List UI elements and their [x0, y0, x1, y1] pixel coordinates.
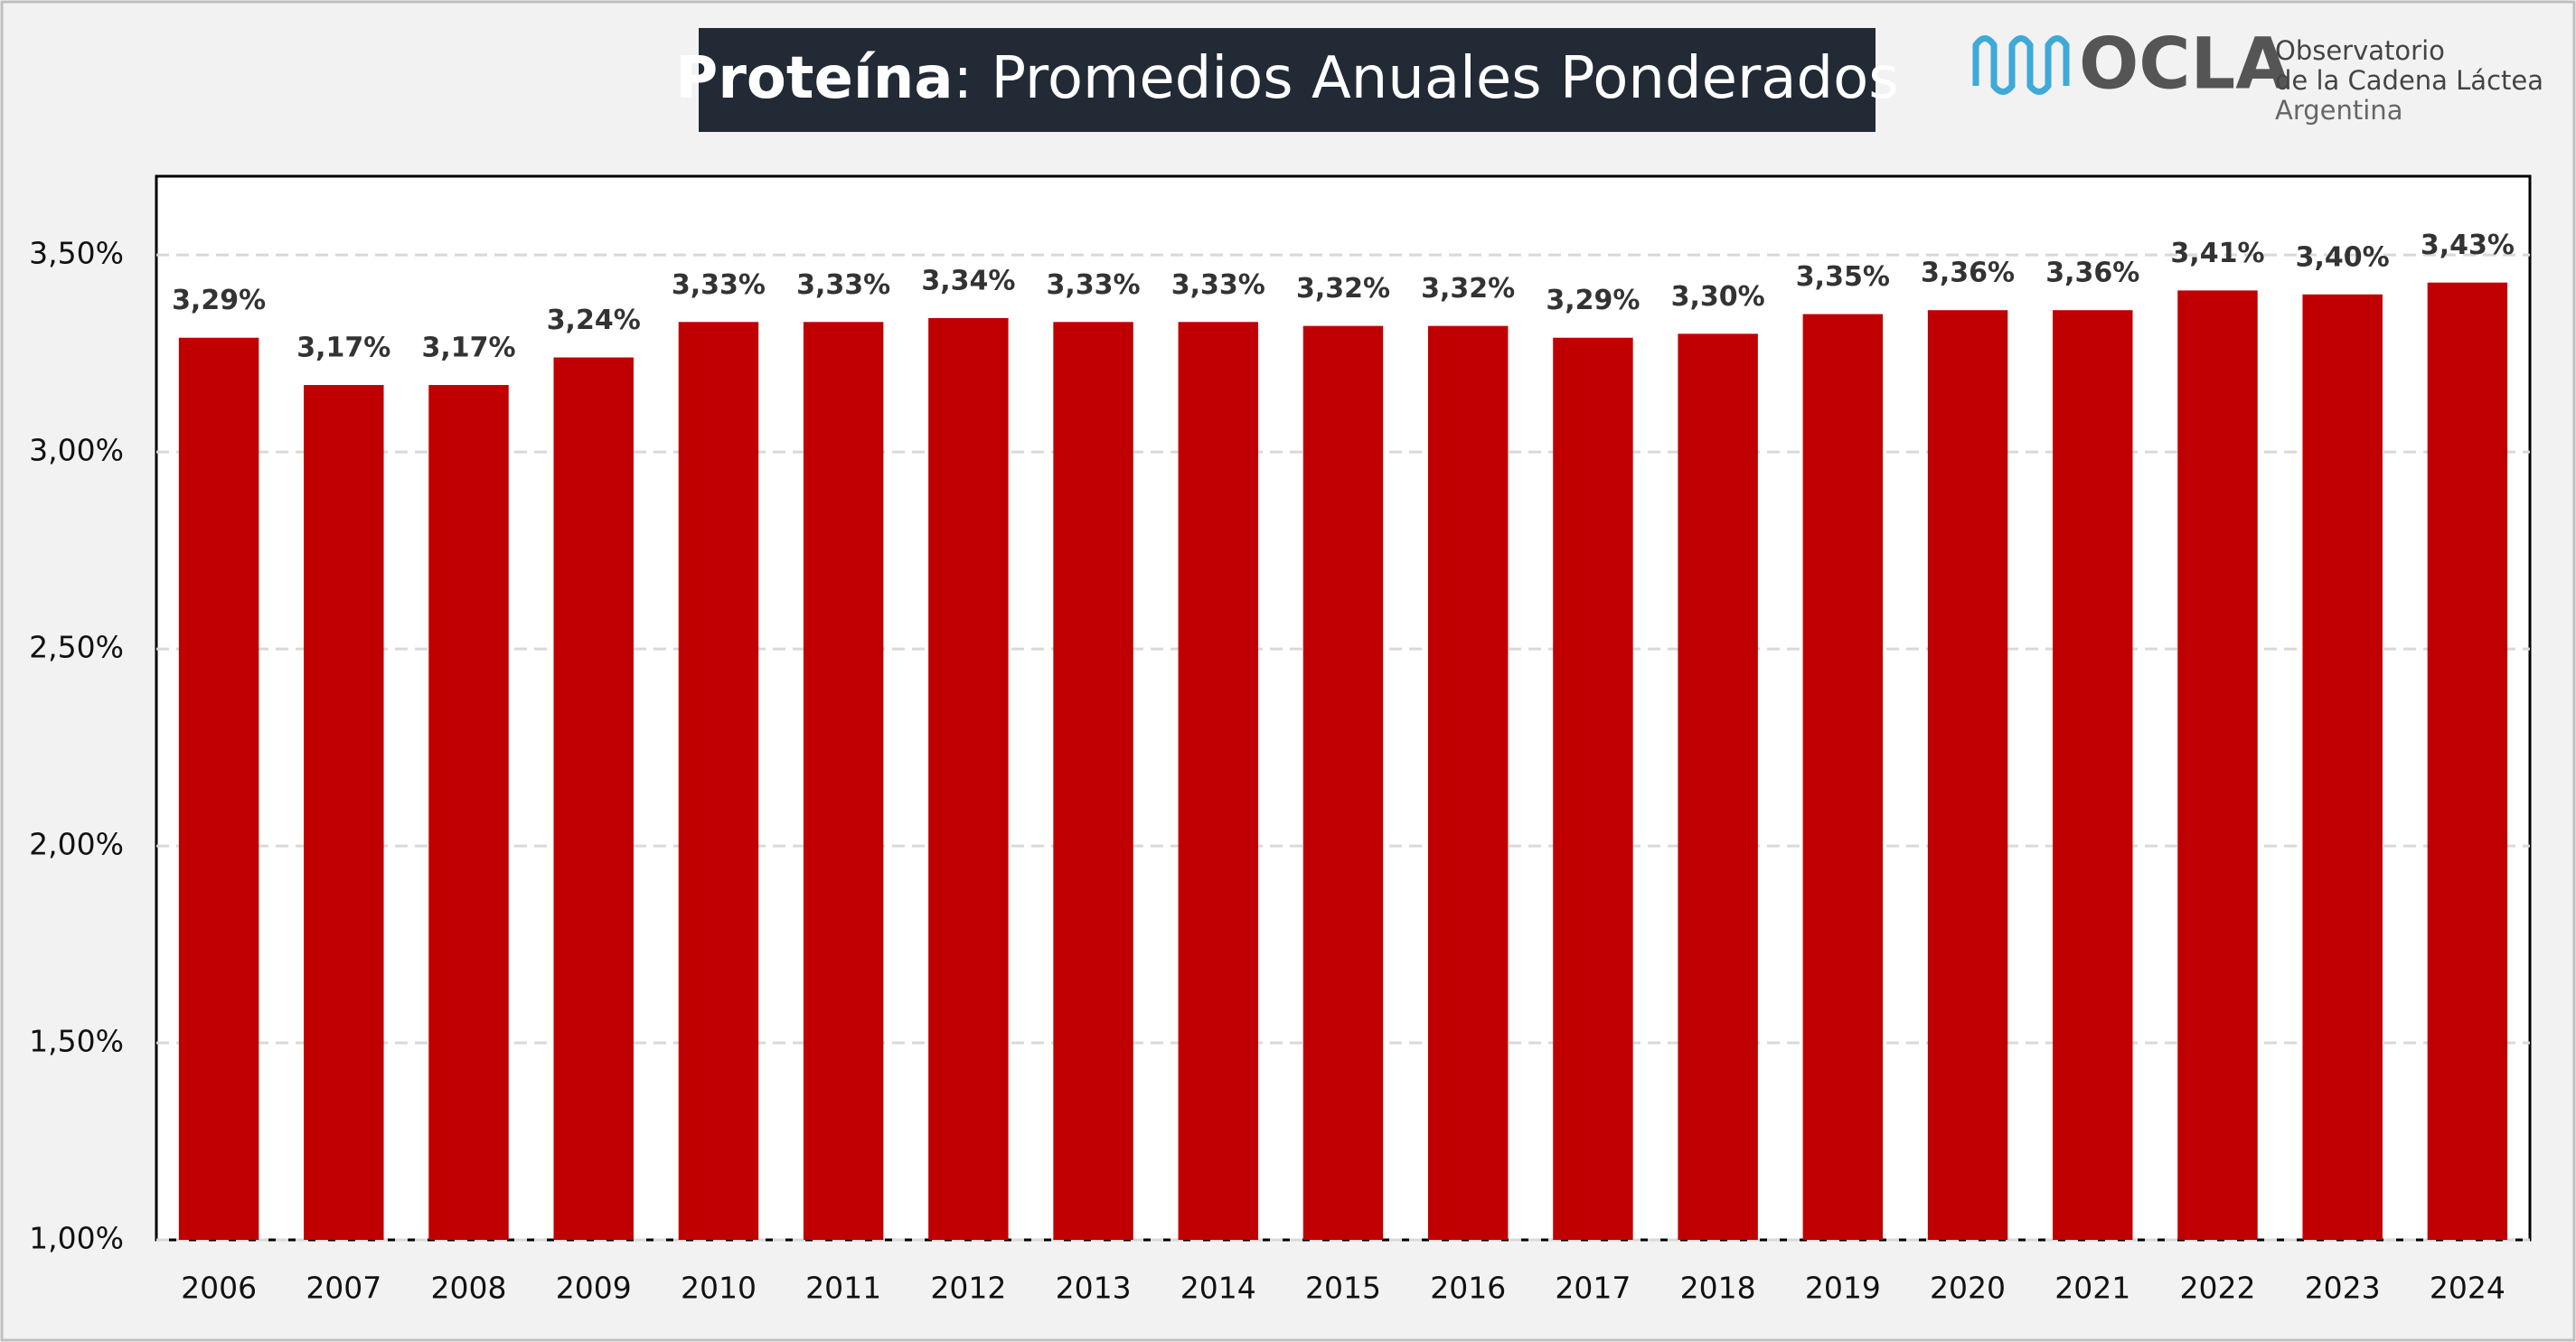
- value-label: 3,17%: [421, 333, 515, 364]
- value-label: 3,43%: [2421, 230, 2515, 261]
- value-label: 3,35%: [1796, 261, 1890, 293]
- bar: [2427, 282, 2508, 1241]
- bar: [1302, 325, 1384, 1240]
- value-label: 3,36%: [1921, 258, 2015, 289]
- x-tick-label: 2017: [1555, 1271, 1631, 1306]
- bar: [1927, 310, 2008, 1240]
- value-label: 3,34%: [921, 265, 1015, 296]
- x-tick-label: 2023: [2305, 1271, 2381, 1306]
- y-tick-label: 3,50%: [29, 236, 124, 271]
- value-label: 3,30%: [1671, 281, 1765, 313]
- y-tick-label: 2,50%: [29, 630, 124, 665]
- x-tick-label: 2007: [306, 1271, 381, 1306]
- title-box: [699, 28, 1876, 132]
- x-tick-label: 2006: [181, 1271, 257, 1306]
- x-tick-label: 2010: [681, 1271, 757, 1306]
- x-tick-label: 2019: [1805, 1271, 1881, 1306]
- value-label: 3,33%: [1047, 269, 1141, 301]
- value-label: 3,32%: [1296, 273, 1390, 305]
- x-tick-label: 2008: [431, 1271, 507, 1306]
- x-tick-label: 2022: [2179, 1271, 2255, 1306]
- bar: [304, 385, 384, 1240]
- x-tick-label: 2021: [2054, 1271, 2130, 1306]
- logo-line: Argentina: [2275, 95, 2402, 126]
- logo-line: Observatorio: [2275, 35, 2445, 66]
- y-tick-label: 1,50%: [29, 1024, 124, 1059]
- x-tick-label: 2024: [2430, 1271, 2505, 1306]
- bar: [1178, 322, 1259, 1240]
- bar: [1553, 337, 1633, 1241]
- value-label: 3,41%: [2170, 238, 2264, 269]
- x-tick-label: 2020: [1930, 1271, 2006, 1306]
- bar: [178, 337, 259, 1241]
- bar: [678, 322, 759, 1240]
- bar: [928, 317, 1009, 1240]
- y-tick-label: 1,00%: [29, 1221, 124, 1256]
- value-label: 3,40%: [2296, 241, 2390, 273]
- value-label: 3,29%: [1546, 285, 1640, 316]
- y-tick-label: 3,00%: [29, 433, 124, 468]
- bar: [1427, 325, 1509, 1240]
- value-label: 3,32%: [1421, 273, 1515, 305]
- value-label: 3,24%: [547, 305, 641, 336]
- x-tick-label: 2009: [556, 1271, 632, 1306]
- x-tick-label: 2014: [1180, 1271, 1256, 1306]
- bar: [2177, 290, 2258, 1241]
- title-rest: : Promedios Anuales Ponderados: [954, 45, 1899, 112]
- value-label: 3,33%: [796, 269, 890, 301]
- logo-line: de la Cadena Láctea: [2275, 65, 2543, 96]
- value-label: 3,33%: [672, 269, 766, 301]
- value-label: 3,33%: [1171, 269, 1265, 301]
- y-tick-label: 2,00%: [29, 827, 124, 862]
- bar: [1802, 314, 1884, 1240]
- x-tick-label: 2013: [1056, 1271, 1132, 1306]
- x-tick-label: 2016: [1430, 1271, 1506, 1306]
- value-label: 3,17%: [296, 333, 390, 364]
- logo-icon: [1972, 35, 2070, 95]
- bar: [2302, 294, 2383, 1240]
- x-tick-label: 2011: [805, 1271, 881, 1306]
- value-label: 3,36%: [2045, 258, 2139, 289]
- bar: [1678, 333, 1758, 1240]
- logo-name: OCLA: [2079, 23, 2290, 105]
- x-tick-label: 2018: [1680, 1271, 1756, 1306]
- bar: [2053, 310, 2133, 1240]
- bar: [553, 357, 634, 1240]
- bar: [803, 322, 884, 1240]
- chart-title: Proteína: Promedios Anuales Ponderados: [675, 45, 1898, 112]
- title-bold: Proteína: [675, 45, 953, 112]
- value-label: 3,29%: [172, 285, 266, 316]
- x-tick-label: 2012: [930, 1271, 1006, 1306]
- bar: [1053, 322, 1133, 1240]
- x-tick-label: 2015: [1305, 1271, 1381, 1306]
- bar: [428, 385, 509, 1240]
